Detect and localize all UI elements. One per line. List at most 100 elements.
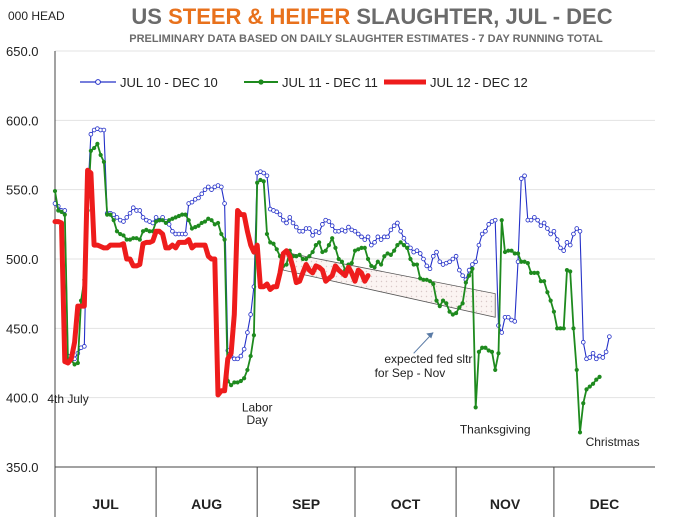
series-point-2011 <box>365 256 371 262</box>
series-point-2010 <box>460 273 465 278</box>
series-point-2010 <box>395 220 400 226</box>
series-point-2011 <box>356 247 361 252</box>
series-point-2010 <box>245 330 250 335</box>
series-point-2011 <box>248 353 253 359</box>
series-point-2011 <box>515 251 521 256</box>
series-point-2010 <box>241 346 247 352</box>
series-point-2011 <box>388 252 393 257</box>
series-point-2011 <box>506 248 511 253</box>
series-point-2010 <box>378 237 384 242</box>
series-point-2010 <box>424 263 430 269</box>
annotation-label: 4th July <box>47 392 88 406</box>
series-point-2011 <box>577 430 583 435</box>
series-point-2011 <box>323 248 328 253</box>
series-point-2011 <box>147 229 152 234</box>
series-point-2011 <box>59 209 64 214</box>
series-point-2010 <box>528 217 534 223</box>
series-point-2010 <box>499 330 505 335</box>
series-point-2011 <box>421 277 426 282</box>
series-point-2011 <box>317 240 322 245</box>
series-point-2010 <box>401 235 407 241</box>
series-point-2010 <box>329 223 335 229</box>
series-point-2011 <box>473 405 478 410</box>
axes: 650.0 600.0 550.0 500.0 450.0 400.0 350.0 JUL AU… <box>6 44 655 517</box>
series-point-2011 <box>215 220 221 226</box>
series-point-2011 <box>564 267 570 273</box>
series-point-2010 <box>600 355 606 360</box>
series-point-2011 <box>157 218 162 223</box>
annotation-label: Day <box>247 413 268 427</box>
series-point-2011 <box>444 301 449 306</box>
series-point-2010 <box>101 127 107 133</box>
series-point-2011 <box>255 180 260 185</box>
series-point-2011 <box>160 218 165 223</box>
series-point-2011 <box>222 237 227 242</box>
series-point-2011 <box>137 237 142 242</box>
annotation-label: Labor <box>242 401 273 415</box>
series-point-2011 <box>127 237 133 242</box>
series-point-2010 <box>447 259 452 265</box>
series-point-2011 <box>493 367 498 373</box>
series-point-2010 <box>483 228 488 234</box>
series-point-2011 <box>56 208 61 213</box>
series-point-2010 <box>551 228 557 234</box>
series-point-2011 <box>320 249 325 255</box>
series-point-2011 <box>561 326 566 331</box>
series-point-2011 <box>62 212 67 217</box>
chart-title: US STEER & HEIFER SLAUGHTER, JUL - DEC <box>131 4 612 29</box>
series-point-2011 <box>450 312 455 317</box>
series-point-2011 <box>118 231 123 237</box>
series-point-2011 <box>594 377 599 382</box>
series-point-2010 <box>264 173 270 179</box>
y-tick-label: 650.0 <box>6 44 39 59</box>
series-point-2011 <box>101 159 107 165</box>
series-point-2011 <box>105 212 110 217</box>
series-point-2010 <box>294 224 299 230</box>
legend: JUL 10 - DEC 10 JUL 11 - DEC 11 JUL 12 -… <box>80 75 528 90</box>
series-point-2010 <box>427 266 433 272</box>
series-point-2011 <box>512 251 517 256</box>
series-point-2010 <box>385 234 390 240</box>
series-point-2011 <box>558 326 563 331</box>
series-point-2011 <box>470 266 475 271</box>
series-point-2011 <box>235 380 240 385</box>
series-point-2010 <box>346 224 351 230</box>
series-point-2011 <box>228 383 234 388</box>
series-point-2010 <box>205 184 211 190</box>
series-point-2011 <box>496 351 501 356</box>
series-point-2011 <box>173 215 178 220</box>
annotation-label: for Sep - Nov <box>375 366 446 380</box>
series-point-2010 <box>603 349 609 355</box>
series-point-2011 <box>476 349 482 355</box>
series-point-2011 <box>427 279 433 284</box>
series-point-2011 <box>108 212 113 217</box>
series-point-2011 <box>574 367 579 373</box>
series-point-2010 <box>372 240 377 245</box>
series-point-2011 <box>124 237 129 242</box>
legend-label-2011: JUL 11 - DEC 11 <box>282 75 378 90</box>
series-point-2010 <box>362 237 368 242</box>
series-point-2010 <box>590 350 596 356</box>
series-point-2011 <box>555 326 560 331</box>
series-point-2011 <box>186 218 191 223</box>
series-point-2011 <box>176 213 182 219</box>
series-point-2011 <box>538 279 543 284</box>
annotation-label: Thanksgiving <box>460 423 531 437</box>
series-point-2010 <box>284 220 289 226</box>
series-point-2011 <box>196 223 201 228</box>
series-point-2011 <box>349 261 354 266</box>
series-point-2010 <box>140 215 146 220</box>
series-point-2011 <box>405 245 410 251</box>
series-point-2011 <box>264 231 270 237</box>
series-point-2011 <box>144 227 149 232</box>
y-axis-label: 000 HEAD <box>8 9 65 23</box>
y-tick-label: 550.0 <box>6 183 39 198</box>
series-point-2011 <box>489 349 495 355</box>
series-point-2011 <box>330 236 335 241</box>
series-point-2011 <box>261 179 266 184</box>
series-point-2011 <box>193 225 198 230</box>
series-point-2011 <box>352 248 358 253</box>
series-point-2011 <box>480 345 485 350</box>
series-point-2010 <box>114 215 120 220</box>
